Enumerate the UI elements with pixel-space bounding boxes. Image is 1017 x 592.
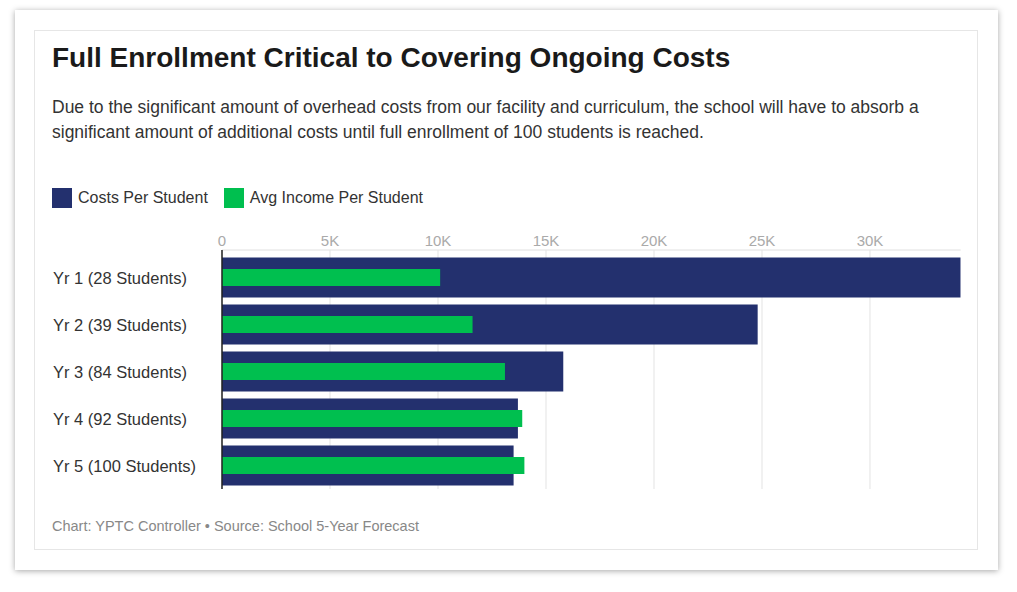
tick-label: 30K: [857, 232, 884, 249]
grid-line: [222, 250, 223, 489]
title: Full Enrollment Critical to Covering Ong…: [52, 42, 730, 74]
tick-label: 10K: [425, 232, 452, 249]
category-label: Yr 4 (92 Students): [53, 410, 187, 428]
bar: [222, 258, 961, 298]
source: Chart: YPTC Controller • Source: School …: [52, 518, 419, 534]
bars: [222, 258, 961, 486]
legend-label: Avg Income Per Student: [250, 189, 423, 207]
bar: [222, 363, 505, 380]
legend-label: Costs Per Student: [78, 189, 208, 207]
category-label: Yr 2 (39 Students): [53, 316, 187, 334]
tick-label: 5K: [321, 232, 339, 249]
bar: [222, 352, 563, 392]
baseline: [221, 250, 223, 489]
legend: Costs Per Student Avg Income Per Student: [52, 188, 439, 208]
tick-label: 15K: [533, 232, 560, 249]
plot: 0 5K 10K 15K 20K 25K 30K Yr 1 (28 Students) Yr 2…: [0, 0, 1017, 592]
tick-label: 20K: [641, 232, 668, 249]
bar: [222, 305, 758, 345]
bar: [222, 316, 473, 333]
bar: [222, 457, 524, 474]
tick-label: 0: [218, 232, 226, 249]
subtitle: Due to the significant amount of overhea…: [52, 95, 967, 144]
tick-label: 25K: [749, 232, 776, 249]
category-label: Yr 3 (84 Students): [53, 363, 187, 381]
legend-item: Avg Income Per Student: [224, 188, 423, 208]
x-axis-line: [222, 250, 961, 251]
category-label: Yr 1 (28 Students): [53, 269, 187, 287]
bar: [222, 269, 440, 286]
bar: [222, 410, 522, 427]
legend-swatch: [52, 188, 72, 208]
legend-item: Costs Per Student: [52, 188, 208, 208]
category-label: Yr 5 (100 Students): [53, 457, 196, 475]
legend-swatch: [224, 188, 244, 208]
